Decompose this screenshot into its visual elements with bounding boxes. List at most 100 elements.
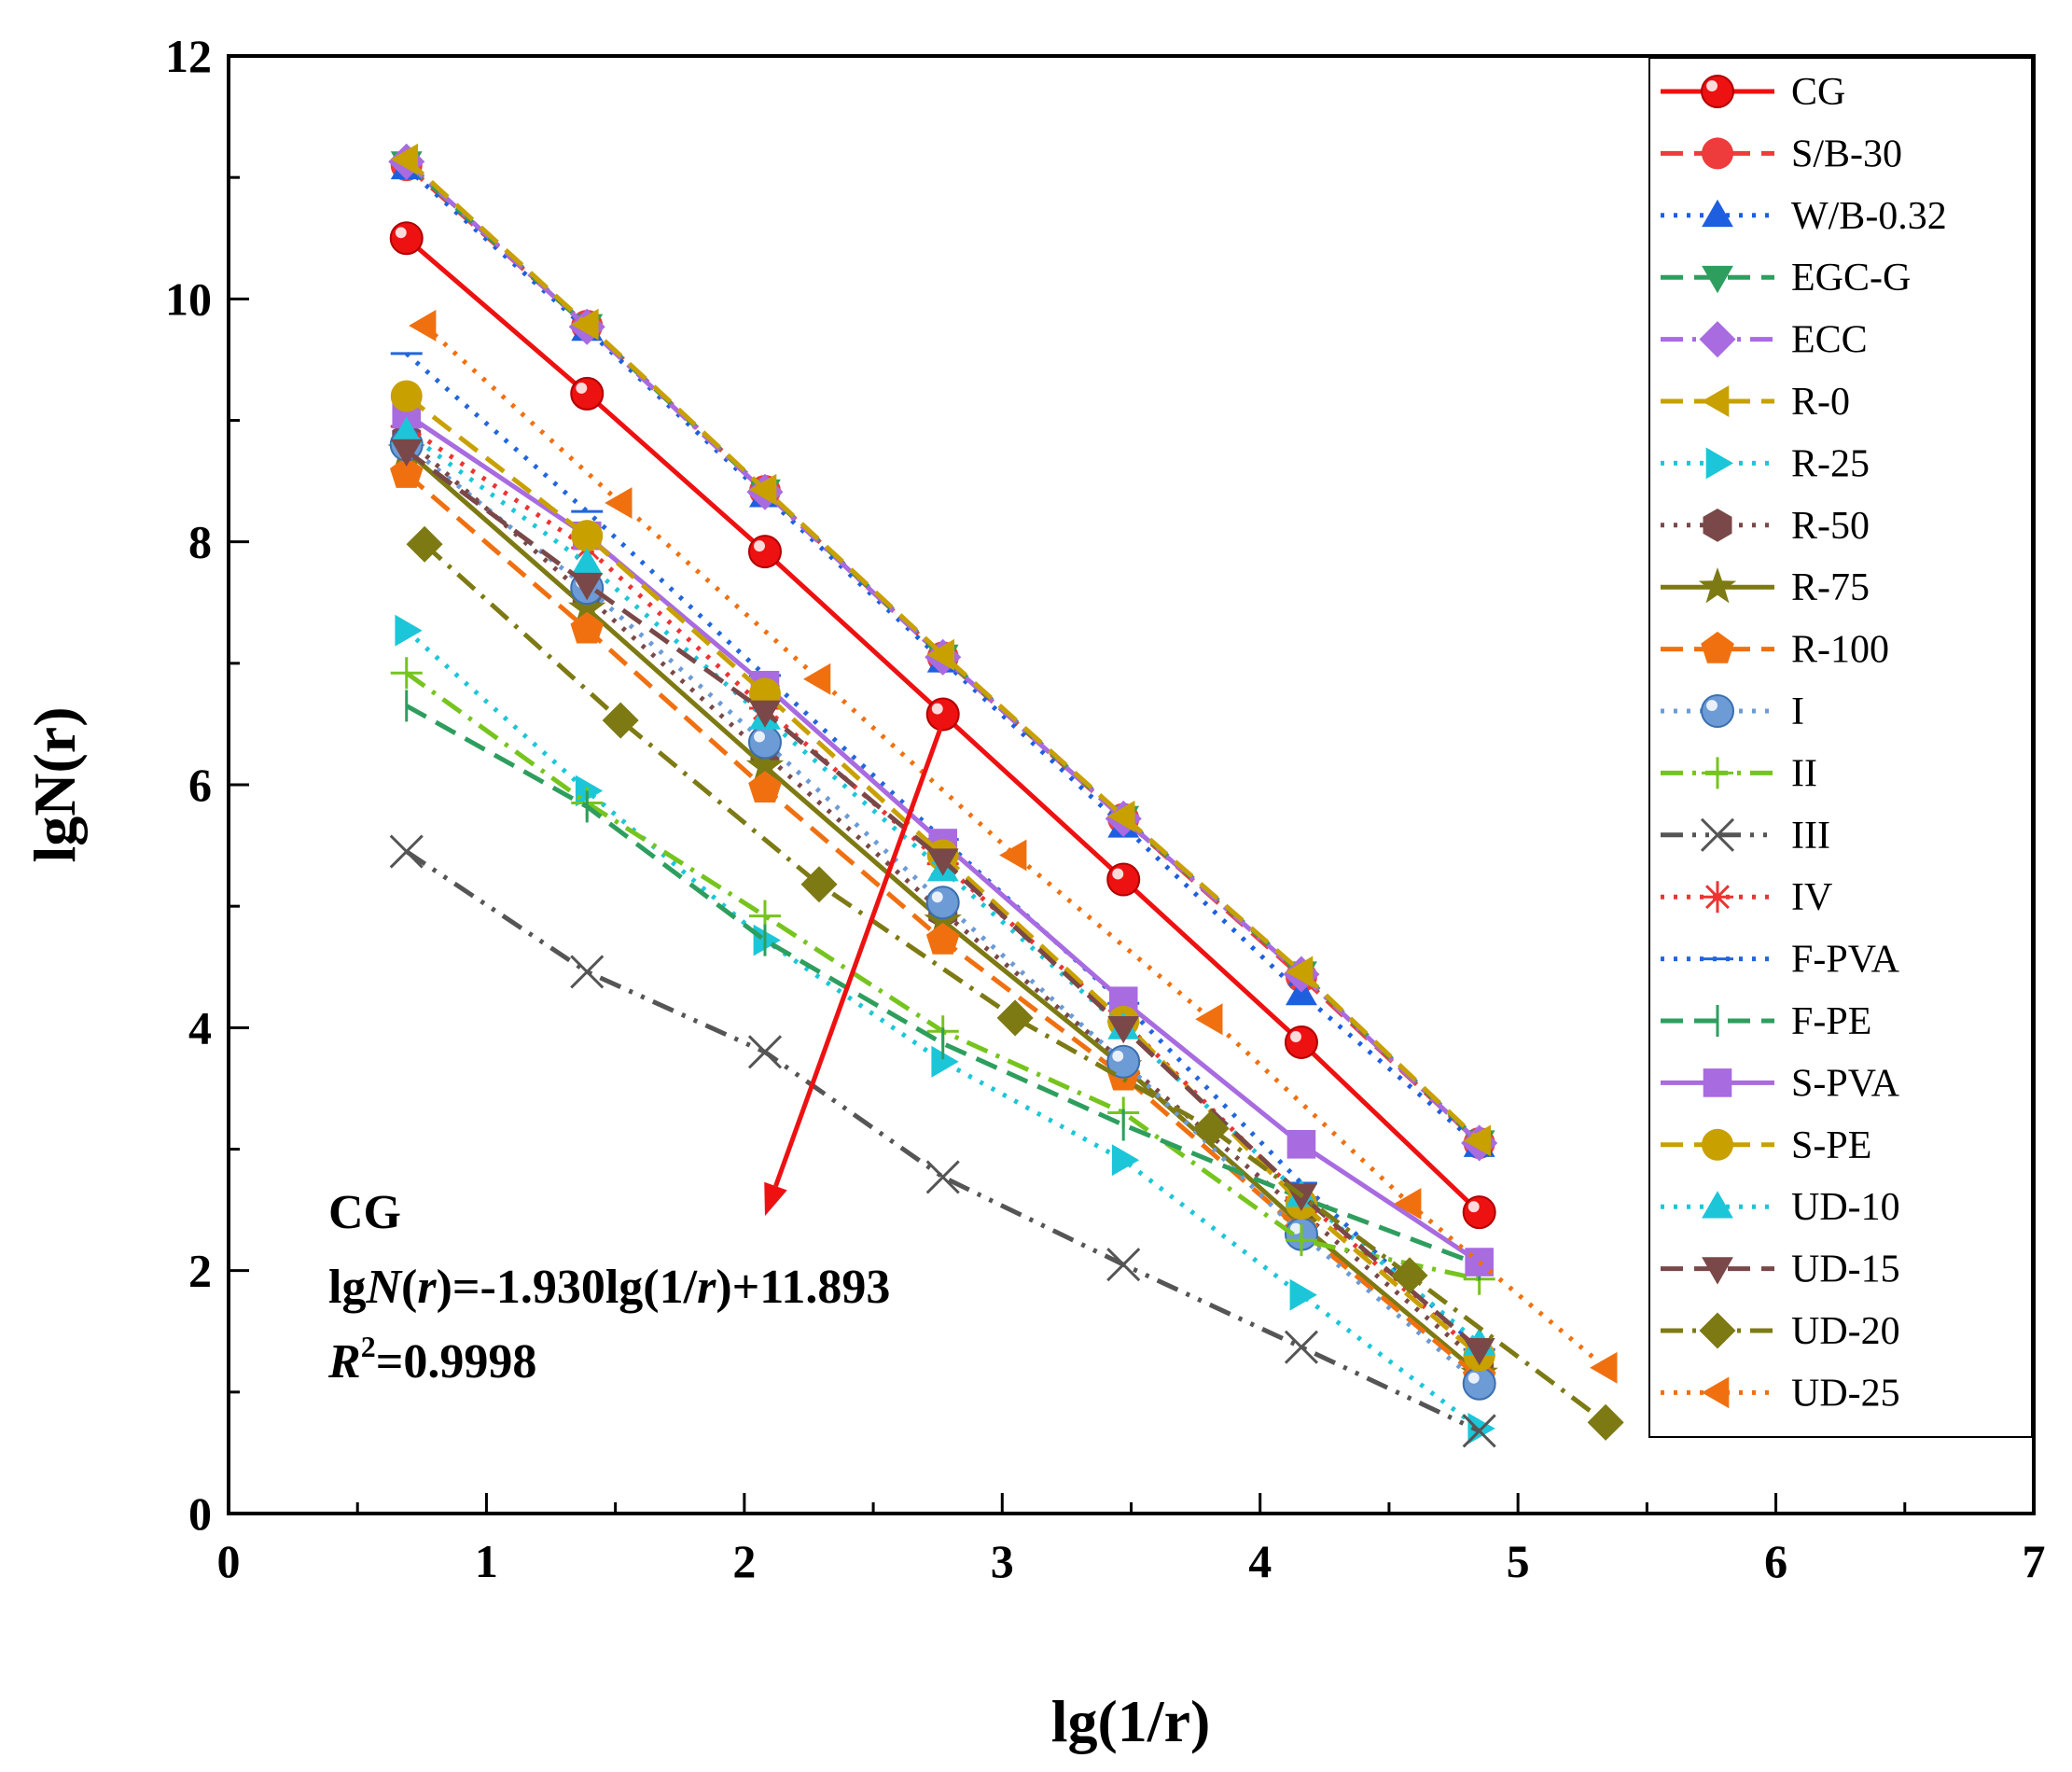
- legend-marker-ud-15: [1702, 1257, 1733, 1285]
- point-r-100-4: [925, 922, 960, 955]
- y-tick-label-10: 10: [165, 272, 212, 325]
- series-cg: [389, 221, 1496, 1230]
- legend-label-r-50: R-50: [1791, 505, 1870, 548]
- point-r-0-1: [390, 143, 419, 175]
- legend-label-r-100: R-100: [1791, 629, 1889, 672]
- point-r-0-2: [571, 308, 599, 341]
- legend-marker-s-pva: [1703, 1068, 1732, 1097]
- point-s-pe-1: [390, 380, 423, 412]
- point-cg-5: [1106, 862, 1141, 897]
- legend-label-r-25: R-25: [1791, 442, 1870, 485]
- legend-label-iii: III: [1791, 815, 1830, 858]
- legend-marker-r-50: [1703, 509, 1732, 542]
- legend-label-r-0: R-0: [1791, 381, 1850, 424]
- legend-marker-cg: [1701, 75, 1734, 108]
- point-cg-1: [389, 221, 424, 256]
- point-ud-10-1: [390, 416, 423, 444]
- legend-item-s-pva: S-PVA: [1661, 1062, 1900, 1105]
- legend-marker-iii: [1700, 817, 1735, 852]
- y-tick-label-2: 2: [188, 1245, 212, 1297]
- legend-item-ud-10: UD-10: [1661, 1186, 1900, 1229]
- point-ud-25-4: [999, 839, 1027, 872]
- legend-label-iv: IV: [1791, 876, 1832, 919]
- legend-marker-r-100: [1701, 631, 1734, 663]
- point-ud-15-4: [926, 848, 959, 876]
- legend-item-f-pva: F-PVA: [1661, 939, 1900, 982]
- point-ii-6: [1285, 1224, 1317, 1257]
- point-iii-2: [570, 955, 605, 989]
- legend-label-r-75: R-75: [1791, 566, 1870, 609]
- legend-label-s-b-30: S/B-30: [1791, 133, 1902, 175]
- legend-item-iii: III: [1661, 815, 1830, 858]
- point-ud-25-5: [1195, 1003, 1223, 1036]
- legend-item-r-25: R-25: [1661, 442, 1870, 485]
- arrow-shaft: [773, 713, 948, 1187]
- legend-label-i: I: [1791, 691, 1804, 733]
- point-iii-4: [925, 1160, 960, 1194]
- legend-label-cg: CG: [1791, 71, 1845, 114]
- legend-item-r-100: R-100: [1661, 629, 1889, 672]
- legend-item-s-b-30: S/B-30: [1661, 133, 1902, 175]
- point-iii-3: [747, 1035, 783, 1069]
- y-tick-label-12: 12: [165, 30, 212, 82]
- point-i-6: [1284, 1217, 1318, 1251]
- x-axis-title: lg(1/r): [1051, 1688, 1211, 1754]
- legend-marker-iv: [1702, 881, 1733, 914]
- x-tick-label-3: 3: [991, 1535, 1014, 1587]
- legend-item-r-50: R-50: [1661, 505, 1870, 548]
- series-ud-25: [409, 310, 1618, 1384]
- point-cg-7: [1462, 1195, 1496, 1230]
- legend-item-r-0: R-0: [1661, 381, 1850, 424]
- legend-marker-ud-10: [1702, 1191, 1733, 1219]
- point-r-25-2: [575, 774, 604, 807]
- legend-item-i: I: [1661, 691, 1804, 733]
- point-ii-1: [390, 657, 423, 690]
- point-ud-25-7: [1590, 1351, 1618, 1384]
- point-r-0-4: [926, 638, 954, 671]
- r2-value: =0.9998: [376, 1335, 537, 1388]
- point-r-75-3: [745, 746, 785, 783]
- legend-item-cg: CG: [1661, 71, 1845, 114]
- ticks-layer: [227, 54, 2036, 1515]
- series-r-0: [390, 143, 1491, 1157]
- point-iii-7: [1462, 1414, 1496, 1448]
- point-r-100-2: [570, 611, 604, 644]
- legend-item-ecc: ECC: [1661, 319, 1868, 362]
- legend-label-s-pe: S-PE: [1791, 1124, 1871, 1167]
- series-iii: [389, 834, 1496, 1448]
- point-cg-6: [1284, 1025, 1318, 1059]
- legend: CG S/B-30 W/B-0.32 EGC-G ECC R-0 R-25 R-50 R-75 R…: [1661, 71, 1947, 1415]
- legend-marker-i: [1701, 694, 1734, 728]
- point-r-25-1: [395, 614, 423, 647]
- series-ud-15: [390, 439, 1495, 1366]
- point-cg-4: [925, 697, 960, 732]
- legend-marker-s-b-30: [1702, 137, 1733, 170]
- point-ud-20-2: [602, 702, 639, 739]
- point-ud-20-3: [800, 866, 838, 903]
- point-i-3: [747, 725, 782, 760]
- eq-part-1: lg: [328, 1261, 366, 1314]
- legend-item-ud-25: UD-25: [1661, 1372, 1900, 1415]
- legend-item-s-pe: S-PE: [1661, 1124, 1871, 1167]
- y-tick-label-6: 6: [188, 759, 212, 811]
- point-ud-20-6: [1391, 1257, 1428, 1294]
- legend-marker-w-b-0-32: [1702, 199, 1733, 228]
- legend-marker-ecc: [1699, 321, 1736, 358]
- legend-label-f-pva: F-PVA: [1791, 939, 1900, 982]
- legend-marker-ii: [1702, 757, 1733, 789]
- x-tick-label-4: 4: [1248, 1535, 1272, 1587]
- eq-part-4: r: [417, 1261, 437, 1314]
- r2-exponent: 2: [361, 1330, 376, 1363]
- y-tick-label-0: 0: [188, 1487, 212, 1540]
- legend-item-f-pe: F-PE: [1661, 1000, 1871, 1043]
- legend-label-ud-25: UD-25: [1791, 1372, 1900, 1415]
- point-ud-15-2: [571, 572, 604, 601]
- x-tick-label-0: 0: [217, 1535, 241, 1587]
- point-s-pe-2: [571, 520, 604, 552]
- legend-label-f-pe: F-PE: [1791, 1000, 1871, 1043]
- y-tick-label-8: 8: [188, 516, 212, 568]
- legend-item-ud-15: UD-15: [1661, 1249, 1900, 1291]
- point-ud-10-2: [571, 548, 604, 576]
- point-ud-25-1: [409, 310, 437, 342]
